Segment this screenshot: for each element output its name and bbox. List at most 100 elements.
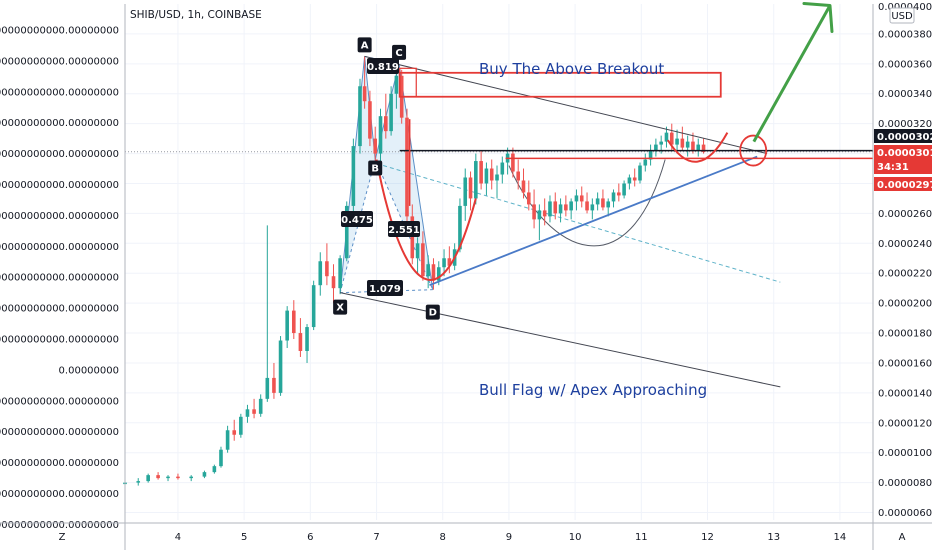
candle-body bbox=[344, 205, 349, 259]
candle-body bbox=[537, 210, 542, 220]
candle-body bbox=[389, 93, 393, 132]
candle-body bbox=[654, 144, 658, 151]
candle-body bbox=[516, 171, 520, 181]
pattern-point-badge bbox=[333, 299, 348, 315]
left-tick-label: 5000000000000000.00000000 bbox=[0, 56, 119, 67]
candle-body bbox=[258, 398, 263, 414]
candle-body bbox=[225, 430, 230, 450]
lower-channel-line bbox=[340, 292, 781, 388]
candle-body bbox=[436, 267, 441, 281]
x-tick-label: 5 bbox=[241, 532, 247, 543]
ratio-badge bbox=[367, 280, 403, 296]
left-tick-label: 3000000000000000.00000000 bbox=[0, 180, 119, 191]
candle-body bbox=[239, 416, 243, 435]
candle-body bbox=[265, 377, 270, 399]
candle-body bbox=[431, 264, 436, 281]
left-tick-label: 4500000000000000.00000000 bbox=[0, 87, 119, 98]
candle-body bbox=[622, 183, 626, 196]
breakout-arrow-shaft bbox=[752, 4, 832, 143]
candle-body bbox=[569, 201, 573, 211]
candle-body bbox=[685, 141, 690, 148]
left-tick-label: 0.00000000 bbox=[59, 365, 119, 376]
candle-body bbox=[526, 192, 531, 205]
candle-body bbox=[579, 195, 584, 202]
candle-body bbox=[701, 144, 706, 153]
candle-body bbox=[136, 481, 141, 483]
overlay-front: X A B C D 0.819 0.475 2.551 1.079 bbox=[333, 1, 873, 388]
left-tick-label: 500000000000000.00000000 bbox=[0, 335, 119, 346]
candle-body bbox=[325, 261, 329, 277]
left-tick-label: 3500000000000000.00000000 bbox=[0, 149, 119, 160]
candle-body bbox=[680, 138, 685, 148]
candle-body bbox=[627, 177, 632, 184]
left-tick-label: -2000000000000000.00000000 bbox=[0, 489, 119, 500]
x-tick-label: 9 bbox=[506, 532, 512, 543]
handle-curve-red bbox=[666, 132, 729, 163]
candle-body bbox=[542, 210, 547, 217]
candle-body bbox=[585, 201, 589, 211]
candle-body bbox=[511, 153, 515, 172]
x-tick-label: 11 bbox=[635, 532, 648, 543]
candle-body bbox=[368, 101, 372, 139]
candle-body bbox=[564, 204, 568, 211]
annotation-bull-flag: Bull Flag w/ Apex Approaching bbox=[479, 381, 707, 399]
ratio-badge bbox=[341, 211, 373, 227]
candle-body bbox=[675, 138, 679, 145]
candle-body bbox=[272, 377, 276, 393]
candle-body bbox=[638, 165, 642, 181]
ratio-label: 1.079 bbox=[369, 284, 401, 295]
price-label-countdown: 34:31 bbox=[877, 162, 909, 173]
candle-body bbox=[632, 177, 637, 181]
candle-body bbox=[394, 75, 399, 94]
candle-body bbox=[574, 195, 579, 202]
candle-body bbox=[311, 285, 316, 328]
breakout-arrow-head bbox=[802, 1, 834, 33]
candle-body bbox=[291, 310, 296, 334]
left-tick-label: -2500000000000000.00000000 bbox=[0, 520, 119, 531]
candles-layer bbox=[123, 56, 706, 488]
candle-body bbox=[601, 198, 605, 208]
teal-dashed-line bbox=[383, 165, 781, 283]
right-tick-label: 0.00000600 bbox=[878, 508, 932, 519]
ratio-badge bbox=[367, 58, 399, 74]
candle-body bbox=[484, 168, 489, 184]
candle-body bbox=[331, 276, 336, 289]
axis-mode-right: A bbox=[899, 532, 906, 543]
left-tick-label: -500000000000000.00000000 bbox=[0, 396, 119, 407]
candle-body bbox=[611, 192, 616, 202]
axis-mode-left: Z bbox=[59, 532, 66, 543]
candle-body bbox=[643, 159, 648, 166]
candle-body bbox=[378, 116, 383, 154]
price-label-resistance: 0.00002976 bbox=[877, 180, 932, 191]
candle-body bbox=[232, 430, 237, 435]
candle-body bbox=[548, 201, 552, 217]
candle-body bbox=[338, 258, 342, 289]
candle-body bbox=[252, 409, 256, 414]
candle-body bbox=[447, 258, 452, 266]
candle-body bbox=[176, 476, 180, 479]
x-tick-label: 10 bbox=[569, 532, 582, 543]
pattern-point-badge bbox=[392, 44, 407, 60]
left-tick-label: -1500000000000000.00000000 bbox=[0, 458, 119, 469]
candle-body bbox=[245, 409, 250, 417]
candle-body bbox=[212, 466, 217, 473]
x-tick-label: 7 bbox=[373, 532, 379, 543]
apex-circle bbox=[739, 134, 768, 167]
candle-body bbox=[590, 204, 595, 211]
left-tick-label: 1500000000000000.00000000 bbox=[0, 273, 119, 284]
ratio-label: 0.819 bbox=[367, 62, 399, 73]
candle-body bbox=[458, 205, 462, 250]
candle-body bbox=[595, 198, 600, 205]
left-tick-label: 2500000000000000.00000000 bbox=[0, 211, 119, 222]
